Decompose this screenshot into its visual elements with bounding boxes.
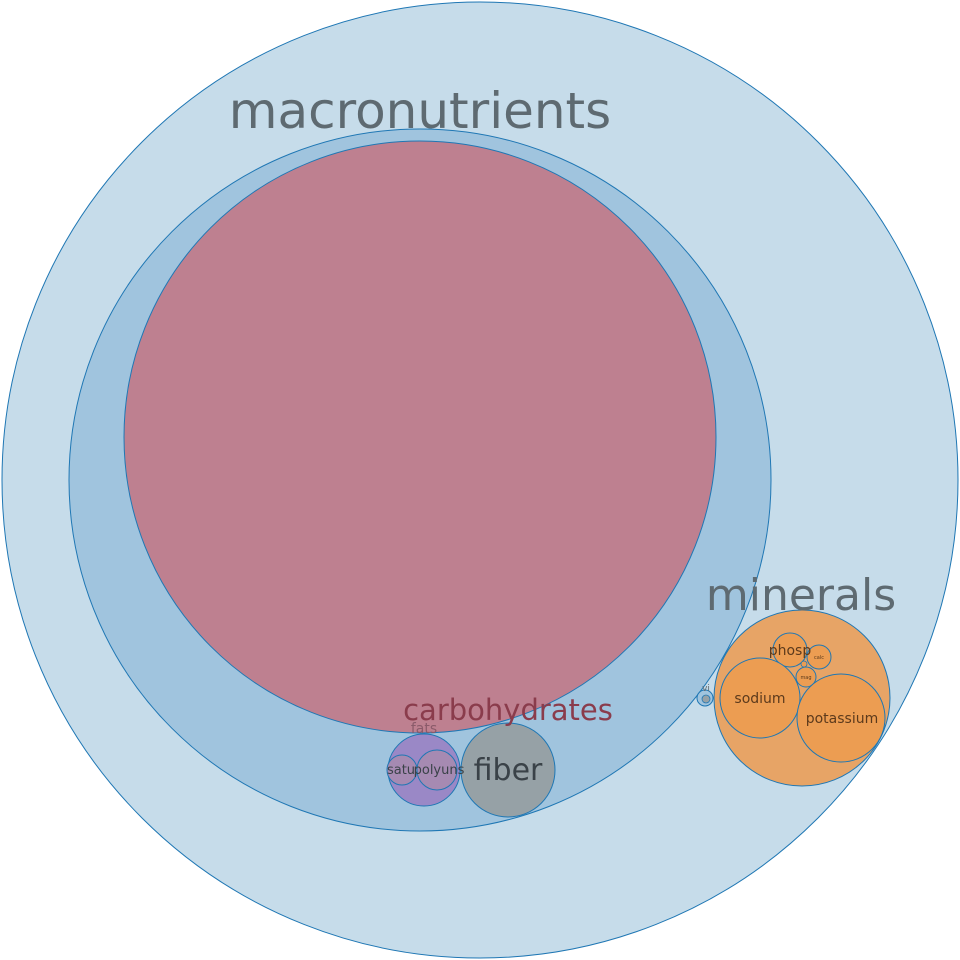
fats-label: fats (411, 721, 437, 737)
potassium-label: potassium (806, 711, 879, 727)
calcium-label: calc (814, 655, 824, 661)
carbohydrates-label: carbohydrates (403, 693, 613, 727)
sodium-bubble (719, 657, 801, 739)
fiber-label: fiber (474, 753, 543, 788)
polyunsaturated-fat-label: polyuns (414, 763, 465, 778)
vitamin-item-bubble (701, 694, 711, 704)
magnesium-label: mag (800, 675, 811, 681)
phosphorus-bubble (772, 632, 808, 668)
minerals-label: minerals (706, 570, 896, 621)
vitamins-label: vi (702, 684, 710, 694)
saturated-fat-label: satu (387, 763, 415, 778)
phosphorus-label: phosp (769, 643, 812, 659)
trace-mineral-bubble (800, 660, 808, 668)
calcium-bubble (806, 644, 832, 670)
fiber-bubble (460, 722, 556, 818)
magnesium-bubble (795, 666, 817, 688)
macronutrients-label: macronutrients (229, 82, 611, 140)
potassium-bubble (796, 673, 886, 763)
sodium-label: sodium (734, 691, 785, 707)
polyunsaturated-fat-bubble (416, 749, 458, 791)
sugars-bubble (123, 140, 717, 734)
